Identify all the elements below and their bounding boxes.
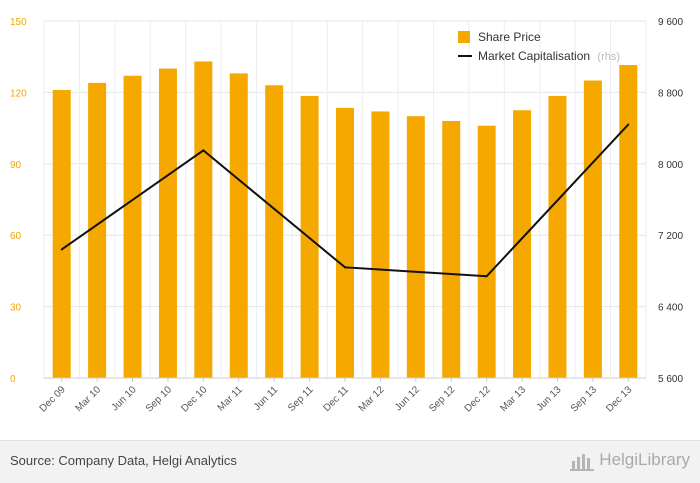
x-tick-label: Dec 13 bbox=[604, 384, 634, 414]
bar-share-price bbox=[477, 125, 496, 378]
y-right-tick-label: 5 600 bbox=[658, 374, 683, 385]
footer: Source: Company Data, Helgi Analytics He… bbox=[0, 440, 700, 483]
x-tick-label: Mar 11 bbox=[216, 384, 246, 414]
chart: 0 5 600 30 6 400 60 7 200 90 8 000 120 8 800 150 9 … bbox=[10, 17, 683, 415]
bar-share-price bbox=[229, 73, 248, 379]
x-tick-label: Dec 09 bbox=[38, 384, 68, 414]
x-tick-label: Dec 10 bbox=[179, 384, 209, 414]
y-left-tick-label: 120 bbox=[10, 88, 27, 99]
legend-swatch-share-price bbox=[458, 31, 470, 43]
x-tick-label: Mar 13 bbox=[498, 384, 528, 414]
bar-share-price bbox=[123, 75, 142, 379]
y-left-tick-label: 60 bbox=[10, 231, 22, 242]
legend-label-rhs: (rhs) bbox=[597, 51, 620, 63]
y-left-tick-label: 90 bbox=[10, 160, 22, 171]
x-tick-label: Dec 12 bbox=[463, 384, 493, 414]
line-series bbox=[60, 123, 630, 278]
legend-label-share-price: Share Price bbox=[478, 30, 541, 44]
logo-text: HelgiLibrary bbox=[599, 450, 690, 469]
bar-share-price bbox=[194, 61, 213, 379]
y-right-tick-label: 8 000 bbox=[658, 160, 683, 171]
bar-share-price bbox=[88, 82, 107, 378]
gridlines bbox=[43, 20, 647, 378]
bar-share-price bbox=[583, 80, 602, 378]
bar-share-price bbox=[619, 65, 638, 378]
x-tick-label: Jun 13 bbox=[535, 384, 564, 413]
helgi-library-logo[interactable]: HelgiLibrary bbox=[570, 449, 690, 471]
bar-share-price bbox=[442, 120, 461, 379]
bar-share-price bbox=[158, 68, 177, 378]
x-tick-label: Jun 10 bbox=[110, 384, 139, 413]
legend: Share Price Market Capitalisation (rhs) bbox=[458, 30, 620, 63]
x-tick-label: Dec 11 bbox=[321, 384, 351, 414]
point-market-cap bbox=[485, 275, 488, 278]
x-tick-label: Jun 11 bbox=[252, 384, 281, 413]
y-left-tick-label: 0 bbox=[10, 374, 16, 385]
point-market-cap bbox=[202, 149, 205, 152]
x-tick-label: Jun 12 bbox=[393, 384, 422, 413]
y-left-tick-label: 30 bbox=[10, 303, 22, 314]
bar-share-price bbox=[336, 107, 354, 379]
bar-share-price bbox=[52, 90, 71, 379]
x-tick-label: Sep 11 bbox=[286, 384, 316, 414]
svg-text:Market Capitalisation: Market Capitalisation (rhs) bbox=[478, 49, 620, 63]
x-tick-label: Sep 13 bbox=[569, 384, 599, 414]
bar-share-price bbox=[371, 111, 390, 378]
x-tick-label: Sep 10 bbox=[144, 384, 174, 414]
source-note: Source: Company Data, Helgi Analytics bbox=[10, 453, 237, 468]
helgi-logo-icon bbox=[570, 454, 595, 471]
bars bbox=[52, 61, 638, 379]
y-right-tick-label: 8 800 bbox=[658, 88, 683, 99]
point-market-cap bbox=[344, 266, 346, 269]
bar-share-price bbox=[406, 116, 425, 378]
x-tick-label: Mar 10 bbox=[73, 384, 103, 414]
y-right-tick-label: 6 400 bbox=[658, 303, 683, 314]
point-market-cap bbox=[60, 248, 63, 251]
chart-area: 0 5 600 30 6 400 60 7 200 90 8 000 120 8 800 150 9 … bbox=[10, 17, 683, 415]
x-tick-label: Mar 12 bbox=[357, 384, 387, 414]
bar-share-price bbox=[548, 95, 567, 378]
bar-share-price bbox=[513, 110, 532, 378]
point-market-cap bbox=[627, 123, 630, 126]
legend-label-market-cap: Market Capitalisation bbox=[478, 49, 590, 63]
y-right-tick-label: 7 200 bbox=[658, 231, 683, 242]
x-tick-label: Sep 12 bbox=[427, 384, 457, 414]
bar-share-price bbox=[265, 85, 284, 378]
y-left-tick-label: 150 bbox=[10, 17, 27, 28]
y-right-tick-label: 9 600 bbox=[658, 17, 683, 28]
